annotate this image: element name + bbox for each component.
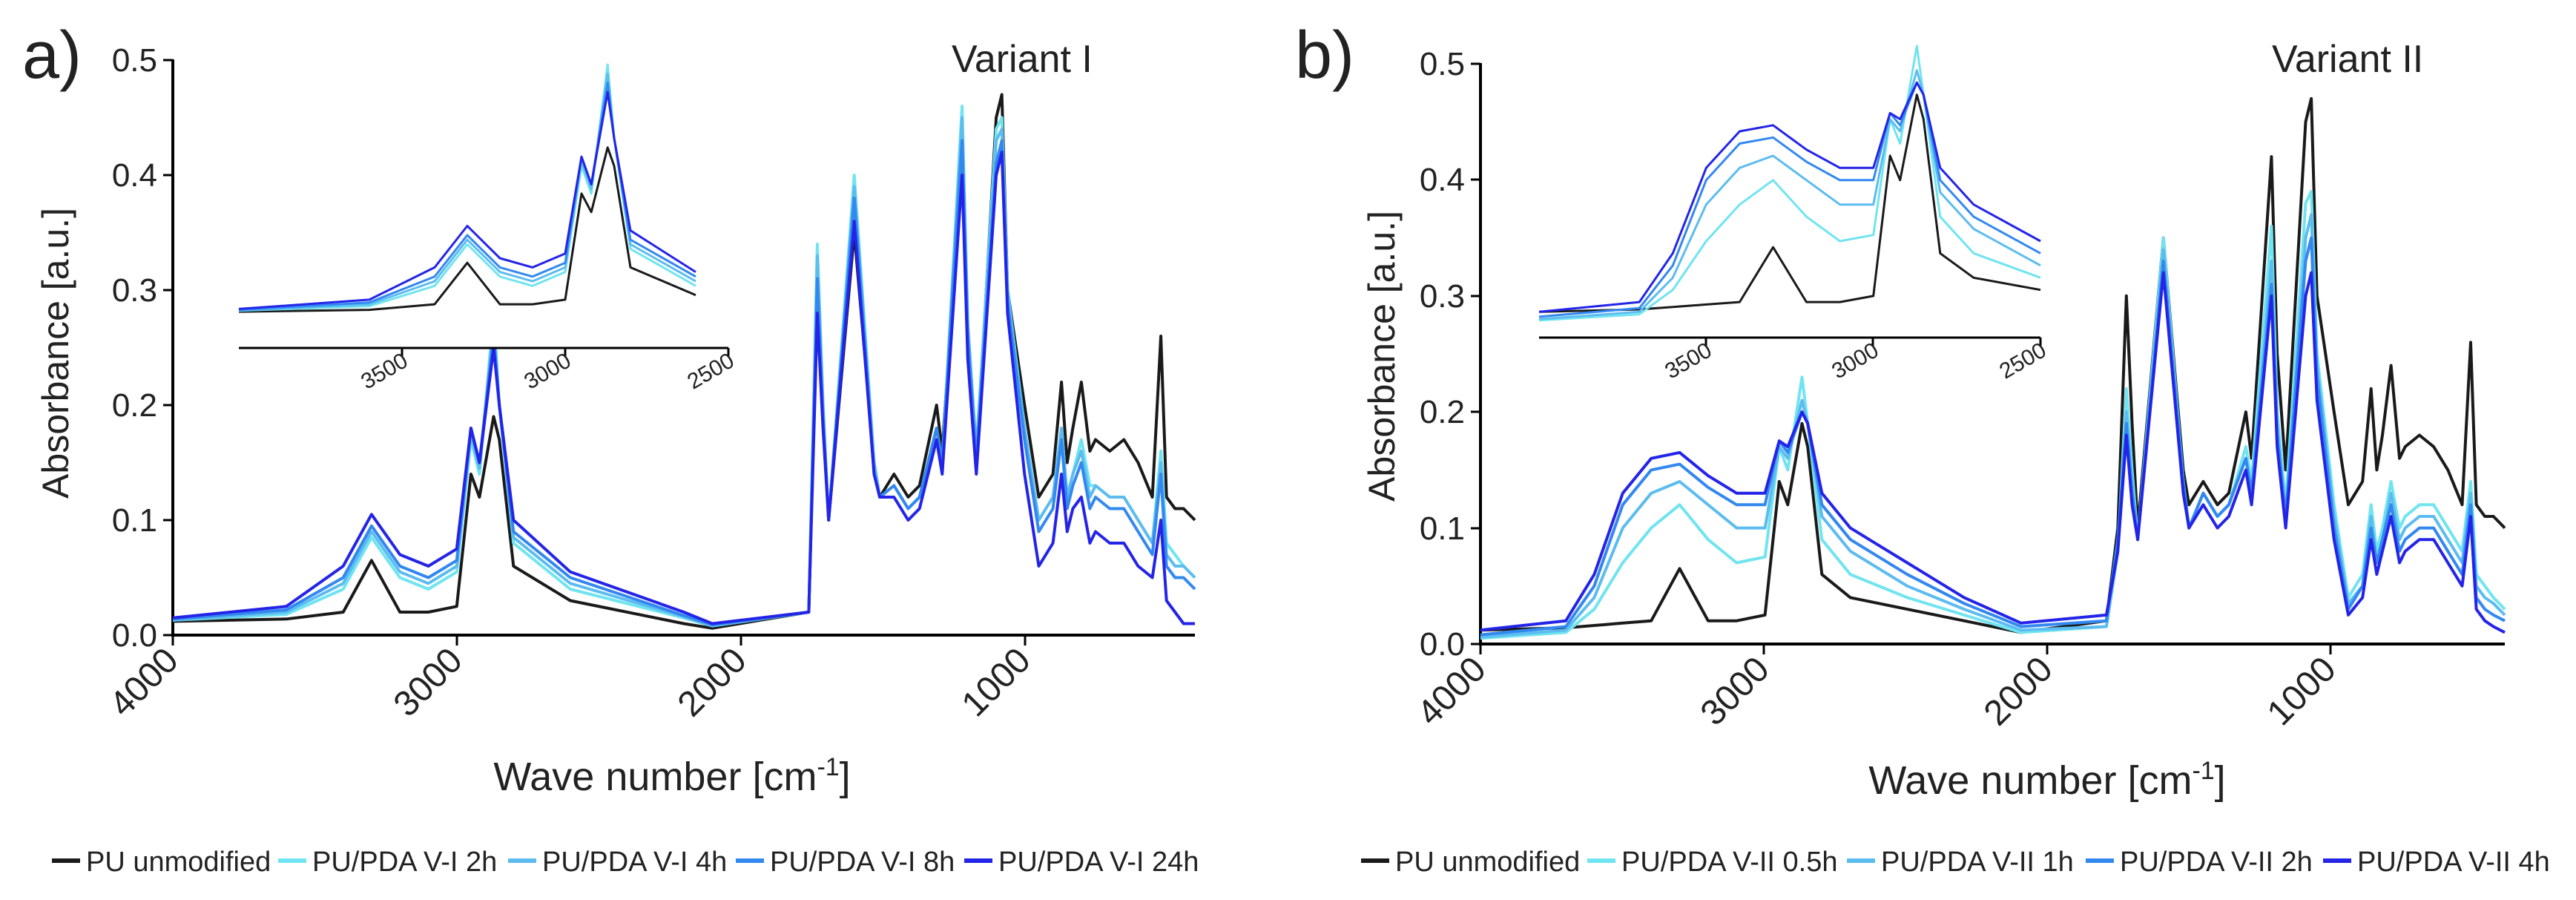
panel-b-label: b)	[1295, 19, 1354, 93]
panel-a-x-tick-label: 1000	[955, 640, 1038, 724]
panel-a-y-tick-label: 0.4	[112, 157, 157, 194]
legend-label: PU/PDA V-II 2h	[2120, 847, 2313, 878]
panel-b-inset-background	[1539, 41, 2040, 338]
panel-a-x-axis-label-close: ]	[840, 755, 851, 799]
panel-b-x-tick-label: 1000	[2260, 649, 2344, 733]
panel-b-inset-x-tick-label: 3500	[1661, 338, 1716, 384]
legend-label: PU/PDA V-II 4h	[2357, 847, 2550, 878]
panel-b-series-pda-4h	[1480, 271, 2506, 634]
legend-label: PU/PDA V-I 2h	[312, 847, 497, 878]
panel-a-y-tick-label: 0.2	[112, 387, 157, 424]
panel-a-x-tick-label: 3000	[386, 640, 470, 724]
panel-a-x-ticks: 4000 3000 2000 1000	[102, 635, 1038, 724]
legend-label: PU/PDA V-I 4h	[542, 847, 727, 878]
panel-a-inset-series-pda-24h	[238, 91, 696, 310]
panel-b-x-axis-label-sup: -1	[2192, 757, 2214, 785]
legend-label: PU unmodified	[1395, 847, 1580, 878]
panel-b-x-axis-label-close: ]	[2215, 758, 2226, 803]
panel-b-inset-series-pu-unmodified	[1538, 93, 2041, 313]
panel-a-legend: PU unmodified PU/PDA V-I 2h PU/PDA V-I 4…	[52, 847, 1199, 878]
panel-a-inset-x-tick-label: 3000	[520, 348, 575, 394]
panel-a-y-ticks: 0.0 0.1 0.2 0.3 0.4 0.5	[112, 42, 173, 654]
panel-a-y-tick-label: 0.1	[112, 502, 157, 539]
panel-a-x-axis-label-base: Wave number [cm	[493, 755, 817, 799]
panel-b-main-plot	[1480, 96, 2506, 640]
panel-a-title: Variant I	[952, 38, 1093, 81]
panel-b-x-ticks: 4000 3000 2000 1000	[1410, 644, 2344, 733]
panel-a-y-axis-label: Absorbance [a.u.]	[35, 208, 76, 499]
panel-a-x-axis-label: Wave number [cm-1]	[493, 753, 850, 799]
panel-b-y-tick-label: 0.5	[1420, 46, 1465, 82]
panel-a-label: a)	[22, 19, 82, 93]
panel-b-x-tick-label: 2000	[1977, 649, 2061, 733]
panel-a-x-tick-label: 2000	[671, 640, 754, 724]
legend-label: PU/PDA V-I 8h	[770, 847, 955, 878]
panel-a-y-tick-label: 0.5	[112, 42, 157, 79]
panel-b-y-ticks: 0.0 0.1 0.2 0.3 0.4 0.5	[1420, 46, 1480, 663]
panel-b-series-pu-unmodified	[1480, 96, 2506, 634]
panel-a-inset-x-tick-label: 3500	[357, 348, 412, 394]
panel-a-series-pu-unmodified	[172, 93, 1196, 630]
panel-b-x-tick-label: 3000	[1693, 649, 1777, 733]
panel-b-inset-series-pda-0-5h	[1538, 45, 2041, 322]
panel-a-y-tick-label: 0.3	[112, 272, 157, 309]
legend-label: PU/PDA V-I 24h	[998, 847, 1199, 878]
legend-label: PU/PDA V-II 0.5h	[1621, 847, 1837, 878]
panel-b-inset-series-pda-4h	[1538, 81, 2041, 313]
legend-label: PU/PDA V-II 1h	[1881, 847, 2074, 878]
panel-b-y-tick-label: 0.1	[1420, 510, 1465, 547]
panel-a-inset-series-pu-unmodified	[238, 146, 696, 313]
panel-a-series-pda-24h	[172, 151, 1195, 625]
panel-b-inset-x-tick-label: 2500	[1995, 338, 2050, 384]
panel-b-y-tick-label: 0.0	[1420, 626, 1465, 663]
legend-label: PU unmodified	[86, 847, 271, 878]
panel-a-inset: 3500 3000 2500	[238, 41, 739, 394]
panel-b-y-tick-label: 0.2	[1420, 394, 1465, 430]
panel-b-inset: 3500 3000 2500	[1538, 41, 2051, 384]
panel-b-y-tick-label: 0.3	[1420, 278, 1465, 315]
panel-b-legend: PU unmodified PU/PDA V-II 0.5h PU/PDA V-…	[1361, 847, 2550, 878]
panel-b-y-axis-label: Absorbance [a.u.]	[1361, 211, 1403, 502]
panel-b-inset-series-pda-1h	[1538, 69, 2041, 321]
panel-b: b) Variant II Absorbance [a.u.] Wave num…	[1295, 19, 2550, 878]
panel-b-title: Variant II	[2272, 38, 2423, 81]
panel-a: a) Variant I Absorbance [a.u.] Wave numb…	[22, 19, 1199, 878]
panel-b-y-tick-label: 0.4	[1420, 162, 1465, 198]
panel-b-x-axis-label-base: Wave number [cm	[1868, 758, 2192, 803]
panel-b-inset-x-tick-label: 3000	[1828, 338, 1882, 384]
panel-b-inset-series-pda-2h	[1538, 81, 2041, 318]
panel-b-x-axis-label: Wave number [cm-1]	[1868, 757, 2225, 803]
panel-a-inset-x-tick-label: 2500	[683, 348, 738, 394]
panel-a-main-plot	[172, 93, 1196, 630]
panel-a-inset-background	[239, 41, 728, 348]
panel-a-x-axis-label-sup: -1	[817, 753, 839, 781]
panel-a-y-tick-label: 0.0	[112, 617, 157, 654]
